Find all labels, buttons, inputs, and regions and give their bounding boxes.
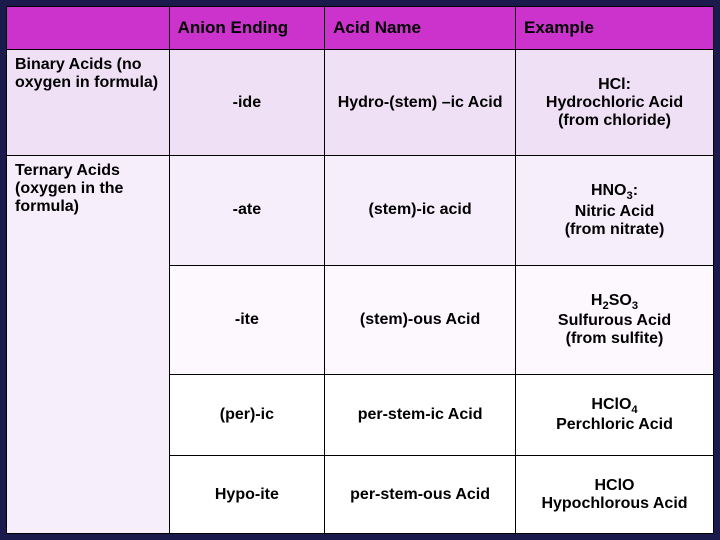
example-cell: HClOHypochlorous Acid (516, 456, 714, 534)
anion-cell: Hypo-ite (169, 456, 325, 534)
header-row: Anion Ending Acid Name Example (7, 7, 714, 50)
header-blank (7, 7, 170, 50)
anion-cell: -ate (169, 156, 325, 266)
header-anion-ending: Anion Ending (169, 7, 325, 50)
anion-cell: -ide (169, 50, 325, 156)
example-cell: HNO3:Nitric Acid(from nitrate) (516, 156, 714, 266)
example-cell: HCl:Hydrochloric Acid(from chloride) (516, 50, 714, 156)
acid-cell: (stem)-ous Acid (325, 265, 516, 375)
example-cell: H2SO3Sulfurous Acid(from sulfite) (516, 265, 714, 375)
table-frame: Anion Ending Acid Name Example Binary Ac… (0, 0, 720, 540)
acid-naming-table: Anion Ending Acid Name Example Binary Ac… (6, 6, 714, 534)
acid-cell: per-stem-ic Acid (325, 375, 516, 456)
header-acid-name: Acid Name (325, 7, 516, 50)
category-cell: Ternary Acids (oxygen in the formula) (7, 156, 170, 534)
example-cell: HClO4Perchloric Acid (516, 375, 714, 456)
table-row: Binary Acids (no oxygen in formula) -ide… (7, 50, 714, 156)
acid-cell: per-stem-ous Acid (325, 456, 516, 534)
header-example: Example (516, 7, 714, 50)
table-row: Ternary Acids (oxygen in the formula) -a… (7, 156, 714, 266)
category-cell: Binary Acids (no oxygen in formula) (7, 50, 170, 156)
anion-cell: -ite (169, 265, 325, 375)
acid-cell: (stem)-ic acid (325, 156, 516, 266)
acid-cell: Hydro-(stem) –ic Acid (325, 50, 516, 156)
anion-cell: (per)-ic (169, 375, 325, 456)
